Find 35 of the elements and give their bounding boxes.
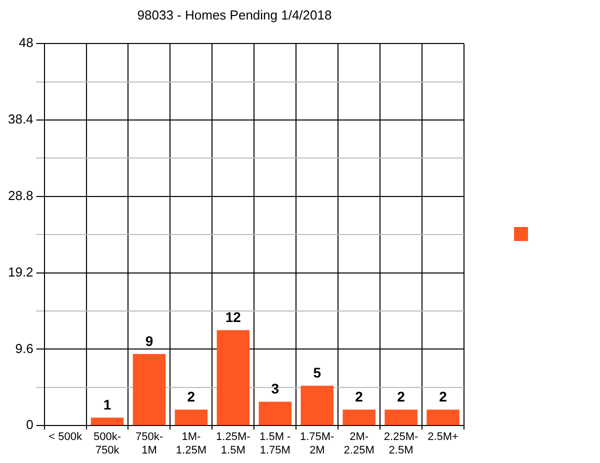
bar — [216, 330, 250, 426]
bar — [90, 418, 124, 426]
x-tick-label: 500k-750k — [93, 431, 122, 456]
data-label: 2 — [397, 388, 406, 405]
data-label: 5 — [313, 364, 322, 381]
x-tick-label: 750k-1M — [135, 431, 164, 456]
data-label: 2 — [355, 388, 364, 405]
y-tick-label: 0 — [26, 417, 34, 432]
y-tick-label: 38.4 — [8, 112, 34, 127]
bar — [384, 410, 418, 426]
x-tick-label: 2.5M+ — [428, 431, 458, 444]
bar — [174, 410, 208, 426]
x-tick-label: 2.25M-2.5M — [384, 431, 418, 456]
data-label: 9 — [145, 332, 154, 349]
x-tick-label: 2M-2.25M — [344, 431, 374, 456]
data-label: 2 — [439, 388, 448, 405]
y-tick-label: 9.6 — [15, 340, 34, 356]
x-tick-label: < 500k — [48, 431, 82, 444]
bar — [258, 402, 292, 426]
x-tick-label: 1.25M-1.5M — [216, 431, 251, 456]
data-label: 1 — [103, 396, 112, 412]
bar — [300, 386, 334, 426]
data-label: 3 — [271, 380, 280, 397]
data-label: 12 — [225, 308, 242, 325]
bar — [426, 410, 460, 426]
chart-title: 98033 - Homes Pending 1/4/2018 — [137, 7, 332, 22]
bar — [342, 410, 376, 426]
y-tick-label: 48 — [18, 35, 34, 50]
y-tick-label: 19.2 — [8, 264, 34, 280]
y-tick-label: 28.8 — [8, 188, 34, 203]
data-label: 2 — [187, 388, 196, 405]
x-tick-label: 1.75M-2M — [300, 431, 335, 456]
x-tick-label: 1M-1.25M — [176, 431, 206, 456]
x-tick-label: 1.5M - 1.75M — [260, 431, 292, 456]
bar — [132, 354, 166, 426]
